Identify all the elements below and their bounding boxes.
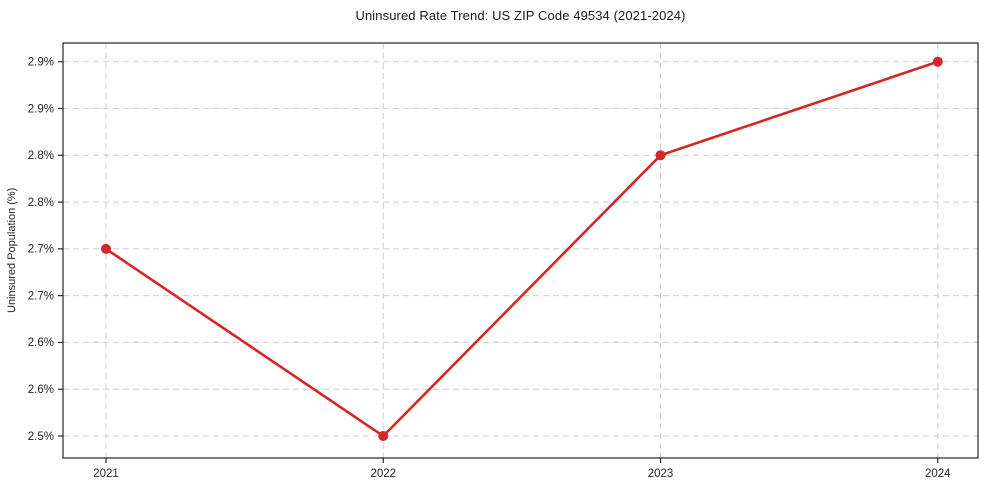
chart-title: Uninsured Rate Trend: US ZIP Code 49534 … — [355, 8, 686, 23]
x-tick-label: 2023 — [648, 468, 674, 480]
y-tick-label: 2.6% — [28, 337, 54, 349]
data-point-2024 — [932, 56, 943, 67]
y-tick-label: 2.7% — [28, 290, 54, 302]
data-point-2022 — [378, 431, 389, 442]
x-tick-label: 2022 — [370, 468, 396, 480]
y-tick-label: 2.8% — [28, 197, 54, 209]
data-point-2023 — [655, 150, 666, 161]
y-tick-label: 2.5% — [28, 431, 54, 443]
y-tick-label: 2.9% — [28, 103, 54, 115]
plot-border — [62, 42, 979, 459]
y-tick-label: 2.6% — [28, 384, 54, 396]
y-tick-label: 2.9% — [28, 57, 54, 69]
x-tick-label: 2021 — [93, 468, 119, 480]
y-tick-label: 2.7% — [28, 244, 54, 256]
data-point-2021 — [100, 243, 111, 254]
x-tick-label: 2024 — [925, 468, 951, 480]
trend-line — [104, 60, 940, 438]
y-tick-label: 2.8% — [28, 150, 54, 162]
